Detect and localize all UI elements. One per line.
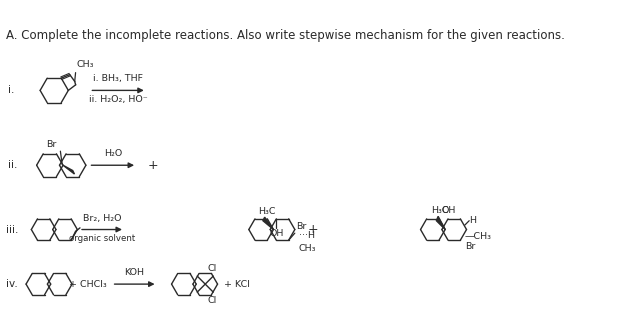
Text: Br₂, H₂O: Br₂, H₂O <box>83 214 121 223</box>
Text: Br: Br <box>465 242 475 251</box>
Polygon shape <box>436 216 445 229</box>
Text: CH₃: CH₃ <box>299 243 316 253</box>
Text: +: + <box>307 223 318 236</box>
Text: H₃C: H₃C <box>257 207 275 216</box>
Text: ···H: ···H <box>299 231 314 240</box>
Text: H₃C: H₃C <box>431 206 449 215</box>
Text: ii.: ii. <box>8 160 18 170</box>
Text: H: H <box>469 216 476 225</box>
Text: +: + <box>148 159 158 172</box>
Text: H₂O: H₂O <box>103 149 122 158</box>
Text: ii. H₂O₂, HO⁻: ii. H₂O₂, HO⁻ <box>89 95 148 104</box>
Text: —CH₃: —CH₃ <box>465 232 492 241</box>
Text: iv.: iv. <box>6 279 18 289</box>
Text: i. BH₃, THF: i. BH₃, THF <box>93 74 143 84</box>
Text: Cl: Cl <box>208 296 217 305</box>
Text: Br: Br <box>46 140 57 149</box>
Text: iii.: iii. <box>6 224 18 234</box>
Text: CH₃: CH₃ <box>77 60 94 69</box>
Text: + CHCl₃: + CHCl₃ <box>69 280 107 289</box>
Text: A. Complete the incomplete reactions. Also write stepwise mechanism for the give: A. Complete the incomplete reactions. Al… <box>6 29 565 42</box>
Polygon shape <box>63 165 74 174</box>
Text: Br: Br <box>295 222 306 231</box>
Text: + KCl: + KCl <box>224 280 250 289</box>
Text: organic solvent: organic solvent <box>69 234 135 243</box>
Text: KOH: KOH <box>124 268 145 277</box>
Polygon shape <box>263 217 273 229</box>
Text: OH: OH <box>442 206 456 215</box>
Text: OH: OH <box>269 229 283 238</box>
Text: Cl: Cl <box>208 264 217 273</box>
Text: i.: i. <box>8 86 15 96</box>
